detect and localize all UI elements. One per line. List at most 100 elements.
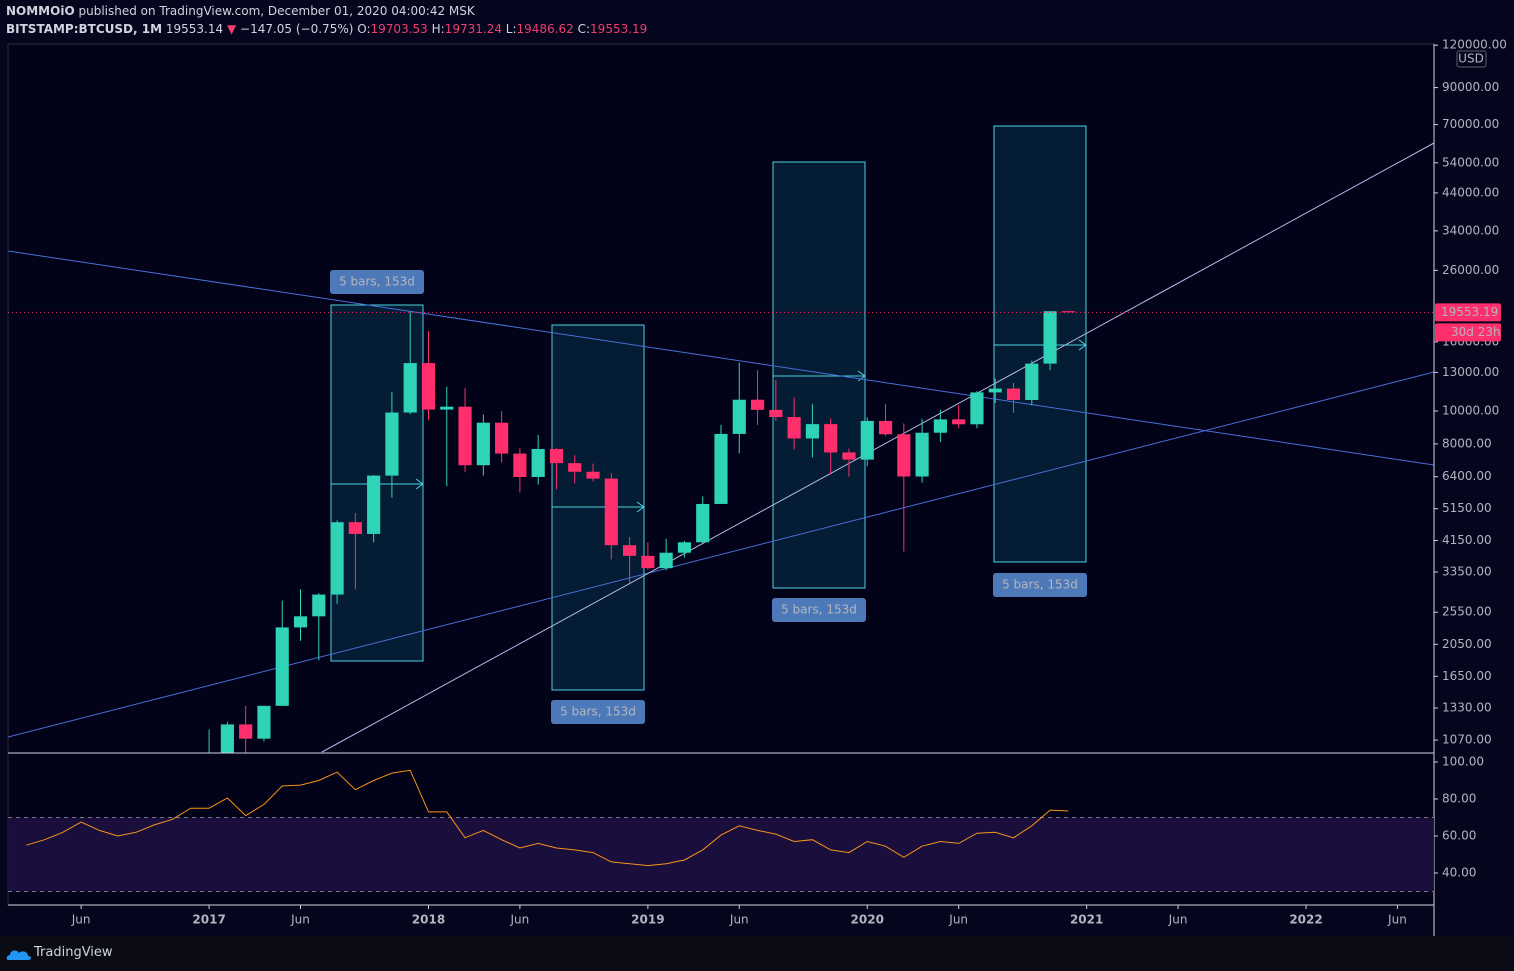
candle-body [495,422,509,454]
countdown: 30d 23h [1451,325,1501,339]
range-arrow [994,339,1087,351]
symbol: BITSTAMP:BTCUSD, 1M [6,22,163,36]
currency-box [1456,50,1487,68]
candle-body [750,399,765,410]
y-tick-label: 1650.00 [1442,669,1492,683]
y-tick-label: 4150.00 [1442,533,1492,547]
y-tick-label: 90000.00 [1442,80,1499,94]
trend-line [321,142,1434,753]
candle-body [824,424,838,453]
rsi-band [8,817,1434,892]
y-tick-label: 60.00 [1442,828,1476,842]
candle-body [787,417,801,439]
y-tick-label: 54000.00 [1442,155,1499,169]
candle-body [842,452,856,460]
candles [208,310,1075,753]
y-tick-label: 8000.00 [1442,436,1492,450]
candle-body [293,616,308,628]
footer: TradingView [0,936,1514,971]
x-tick-label: 2017 [192,913,225,927]
annotation-box [551,700,645,724]
ohlc-letter: O: [357,22,371,36]
candle-body [769,409,783,418]
ohlc-letter: L: [505,22,517,36]
y-tick-label: 34000.00 [1442,223,1499,237]
candle-body [714,433,728,504]
candle-body [275,627,289,706]
x-tick-label: Jun [729,913,749,927]
x-tick-label: 2021 [1070,913,1103,927]
annotations: 120000.00 90000.00 70000.00 54000.00 44000.0… [71,38,1507,927]
x-tick-label: Jun [948,913,968,927]
y-tick-label: 3350.00 [1442,565,1492,579]
candle-body [586,471,600,479]
candle-body [330,522,344,595]
logo [6,950,32,960]
candle-body [915,432,929,477]
candle-body [257,705,271,739]
trend-line [8,371,1434,738]
candle-body [604,478,618,546]
y-tick-label: 2050.00 [1442,637,1492,651]
candle-body [348,522,362,534]
ohlc-value: 19731.24 [444,22,502,36]
candle-body [421,363,436,410]
y-tick-label: 120000.00 [1442,38,1507,52]
y-tick-label: 5150.00 [1442,501,1492,515]
change: −147.05 (−0.75%) [240,22,354,36]
range-arrow [552,501,645,513]
currency: USD [1458,52,1484,66]
ohlc-letter: C: [577,22,591,36]
candle-body [623,545,637,556]
candle-body [860,420,874,460]
candle-body [933,419,947,433]
candle-body [805,424,819,439]
annotation: 5 bars, 153d [1002,578,1078,592]
published: published on TradingView.com, December 0… [78,4,475,18]
annotation: 5 bars, 153d [560,705,636,719]
candle-body [549,448,564,464]
symbol-line: BITSTAMP:BTCUSD, 1M 19553.14 ▼ −147.05 (… [6,22,647,36]
candle-body [988,388,1002,393]
annotation: 5 bars, 153d [781,603,857,617]
y-tick-label: 26000.00 [1442,263,1499,277]
x-tick-label: Jun [1387,913,1407,927]
y-tick-label: 6400.00 [1442,469,1492,483]
y-tick-label: 2550.00 [1442,605,1492,619]
y-tick-label: 80.00 [1442,791,1476,805]
candle-body [970,392,984,425]
candle-body [403,363,417,413]
annotation: 5 bars, 153d [339,275,415,289]
candle-body [1061,311,1075,313]
chart: 120000.00 90000.00 70000.00 54000.00 44000.0… [7,38,1507,936]
candle-body [696,503,710,543]
x-tick-label: Jun [1168,913,1188,927]
x-tick-label: Jun [510,913,530,927]
y-tick-label: 1330.00 [1442,701,1492,715]
candle-body [476,422,490,466]
arrow: ▼ [226,22,237,36]
candle-body [531,448,545,477]
candle-body [458,406,472,466]
y-tick-label: 100.00 [1442,754,1484,768]
candle-body [1006,388,1021,400]
candle-body [367,475,381,534]
range-box [993,125,1087,563]
countdown-tag [1435,323,1501,342]
range-box [772,161,866,589]
publish-line: NOMMOiO published on TradingView.com, De… [6,4,475,18]
candle-body [732,399,746,434]
ohlc-value: 19486.62 [516,22,574,36]
candle-body [220,724,234,753]
ohlc-letter: H: [431,22,445,36]
annotation-box [772,598,866,622]
last-price: 19553.19 [1441,305,1498,319]
candle-body [568,463,582,472]
trend-line [8,250,1434,466]
rsi-line [26,769,1069,867]
candle-body [641,555,655,569]
price: 19553.14 [165,22,224,36]
y-tick-label: 40.00 [1442,865,1476,879]
candle-body [440,406,454,410]
